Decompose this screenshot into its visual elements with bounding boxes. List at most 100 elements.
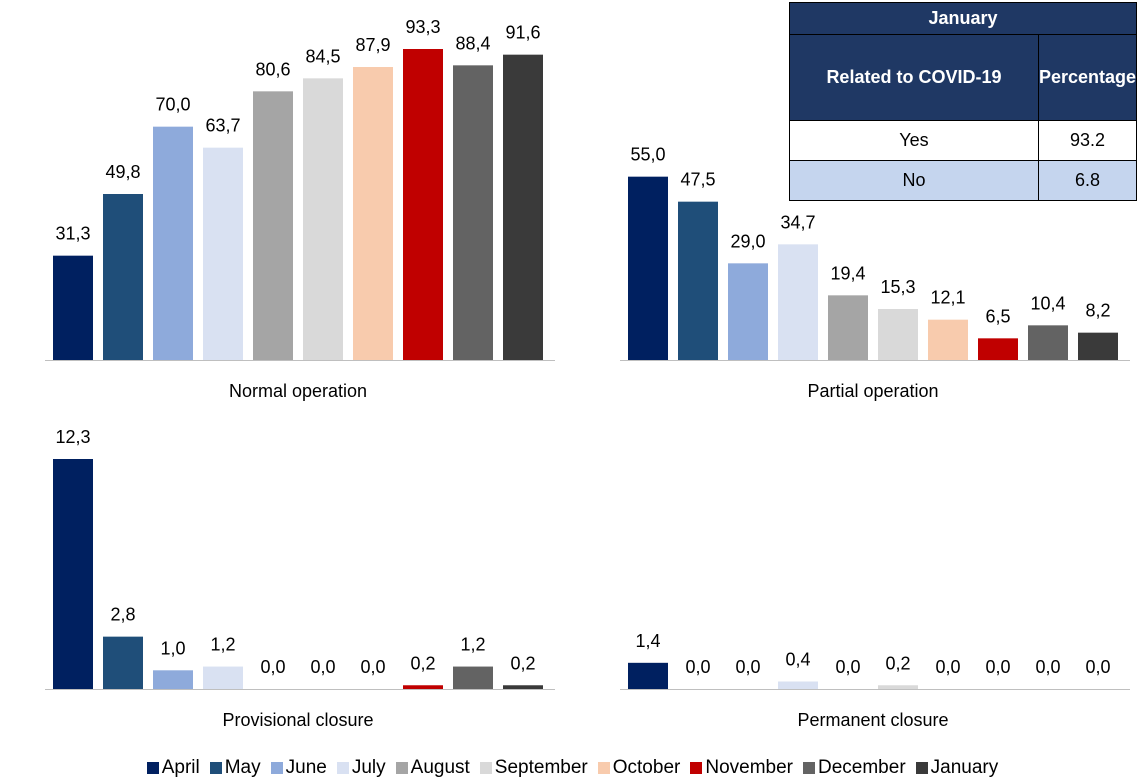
legend-swatch <box>209 762 222 774</box>
chart: Normal operation 31,3 49,8 70,0 63,7 80,6 84,5… <box>45 17 1130 730</box>
value-label: 0,2 <box>885 653 910 673</box>
covid-table: January Related to COVID-19 Percentage Ye… <box>789 2 1138 201</box>
bar <box>778 681 818 689</box>
value-label: 0,0 <box>310 657 335 677</box>
value-label: 8,2 <box>1085 301 1110 321</box>
value-label: 70,0 <box>155 95 190 115</box>
value-label: 49,8 <box>105 162 140 182</box>
value-label: 1,2 <box>210 635 235 655</box>
bar <box>928 319 968 360</box>
bar <box>878 685 918 689</box>
bar <box>103 636 143 689</box>
legend-item: January <box>915 757 999 779</box>
value-label: 1,4 <box>635 631 660 651</box>
value-label: 0,0 <box>360 657 385 677</box>
value-label: 0,0 <box>1085 657 1110 677</box>
category-label: Provisional closure <box>222 710 373 730</box>
bar <box>828 295 868 360</box>
bar <box>403 685 443 689</box>
value-label: 0,0 <box>935 657 960 677</box>
value-label: 84,5 <box>305 46 340 66</box>
bar <box>728 263 768 360</box>
legend-label: January <box>930 757 999 778</box>
value-label: 0,0 <box>735 657 760 677</box>
value-label: 93,3 <box>405 17 440 37</box>
bar <box>253 91 293 360</box>
legend-swatch <box>803 762 815 774</box>
legend-label: July <box>351 757 386 778</box>
value-label: 47,5 <box>680 170 715 190</box>
value-label: 6,5 <box>985 306 1010 326</box>
value-label: 1,0 <box>160 638 185 658</box>
legend-item: October <box>597 757 680 779</box>
value-label: 31,3 <box>55 224 90 244</box>
legend-swatch <box>915 762 928 774</box>
bar <box>303 78 343 360</box>
table-cell: 6.8 <box>1037 160 1138 201</box>
value-label: 2,8 <box>110 605 135 625</box>
legend-item: July <box>336 757 386 779</box>
value-label: 88,4 <box>455 33 490 53</box>
bar <box>503 54 543 361</box>
table-header: Related to COVID-19 <box>789 34 1039 121</box>
legend-swatch <box>336 762 349 774</box>
legend-label: August <box>410 757 470 778</box>
value-label: 0,2 <box>410 653 435 673</box>
legend: April May June July August September October No… <box>0 757 1145 779</box>
bar <box>153 670 193 689</box>
value-label: 29,0 <box>730 231 765 251</box>
table-title: January <box>789 2 1137 35</box>
legend-label: June <box>285 757 327 778</box>
legend-label: November <box>705 757 793 778</box>
legend-item: June <box>270 757 327 779</box>
legend-item: April <box>146 757 200 779</box>
bar <box>403 49 443 360</box>
category-label: Normal operation <box>229 381 367 401</box>
value-label: 0,0 <box>835 657 860 677</box>
bar <box>53 459 93 689</box>
value-label: 0,0 <box>260 657 285 677</box>
legend-label: September <box>494 757 588 778</box>
legend-swatch <box>146 762 159 774</box>
bar <box>1078 332 1118 360</box>
value-label: 0,4 <box>785 650 810 670</box>
value-label: 0,0 <box>685 657 710 677</box>
bar <box>453 65 493 360</box>
value-label: 10,4 <box>1030 293 1065 313</box>
table-header: Percentage <box>1037 34 1138 121</box>
bar <box>203 147 243 360</box>
legend-swatch <box>690 762 703 774</box>
legend-swatch <box>597 762 610 774</box>
value-label: 34,7 <box>780 212 815 232</box>
value-label: 87,9 <box>355 35 390 55</box>
table-cell: Yes <box>789 120 1039 161</box>
legend-item: December <box>803 757 906 779</box>
legend-item: November <box>690 757 793 779</box>
legend-label: December <box>818 757 906 778</box>
legend-item: August <box>395 757 470 779</box>
legend-swatch <box>270 762 283 774</box>
legend-label: May <box>224 757 261 778</box>
bar <box>203 666 243 689</box>
bar <box>153 126 193 361</box>
category-label: Permanent closure <box>797 710 948 730</box>
bar <box>878 309 918 360</box>
legend-item: May <box>209 757 261 779</box>
bar <box>103 194 143 360</box>
value-label: 15,3 <box>880 277 915 297</box>
value-label: 55,0 <box>630 145 665 165</box>
bar <box>353 67 393 360</box>
legend-item: September <box>479 757 588 779</box>
value-label: 80,6 <box>255 59 290 79</box>
legend-swatch <box>395 762 408 774</box>
bar <box>778 244 818 360</box>
bar <box>978 338 1018 360</box>
value-label: 12,1 <box>930 288 965 308</box>
value-label: 0,0 <box>985 657 1010 677</box>
bar <box>1028 325 1068 360</box>
value-label: 0,2 <box>510 653 535 673</box>
value-label: 63,7 <box>205 116 240 136</box>
table-cell: No <box>789 160 1039 201</box>
table-cell: 93.2 <box>1037 120 1138 161</box>
